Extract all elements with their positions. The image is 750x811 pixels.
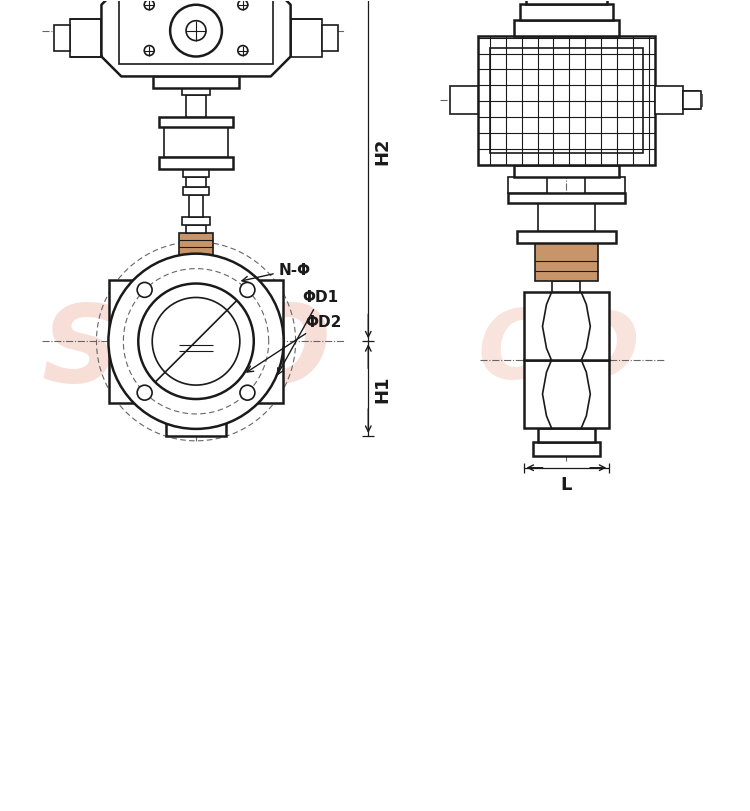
Circle shape [137, 283, 152, 298]
Bar [508, 178, 548, 194]
Bar [183, 187, 209, 195]
Circle shape [144, 1, 154, 11]
Bar [189, 195, 203, 217]
Bar [189, 358, 203, 375]
Bar [683, 92, 699, 110]
Circle shape [186, 22, 206, 41]
Bar [70, 19, 101, 58]
Bar [478, 36, 655, 165]
Bar [182, 89, 210, 97]
Bar [450, 88, 478, 115]
Text: H2: H2 [374, 137, 392, 165]
Bar [119, 0, 273, 66]
Circle shape [238, 1, 248, 11]
Bar [290, 19, 322, 58]
Text: SWO: SWO [41, 299, 331, 405]
Circle shape [137, 386, 152, 401]
Bar [524, 361, 609, 428]
Bar [699, 95, 702, 107]
Circle shape [144, 46, 154, 57]
Circle shape [152, 298, 240, 385]
Bar [535, 243, 598, 281]
Bar [514, 20, 619, 36]
Bar [538, 204, 596, 231]
Bar [166, 423, 226, 436]
Bar [514, 165, 619, 178]
Bar [520, 5, 614, 20]
Bar [186, 332, 206, 340]
Bar [182, 375, 210, 383]
Bar [186, 225, 206, 234]
Bar [186, 97, 206, 118]
Circle shape [170, 6, 222, 58]
Text: ΦD2: ΦD2 [247, 315, 342, 372]
Bar [585, 178, 626, 194]
Circle shape [138, 284, 254, 400]
Bar [691, 95, 694, 107]
Bar [153, 77, 238, 89]
Text: ΦD1: ΦD1 [278, 290, 339, 375]
Bar [526, 0, 608, 5]
Bar [687, 95, 690, 107]
Bar [683, 95, 686, 107]
Circle shape [240, 386, 255, 401]
Bar [683, 92, 700, 110]
Circle shape [238, 46, 248, 57]
Bar [532, 442, 600, 457]
Bar [54, 26, 70, 51]
Bar [183, 169, 209, 178]
Text: OD: OD [478, 306, 641, 398]
Bar [171, 409, 221, 423]
Bar [694, 95, 698, 107]
Circle shape [109, 255, 284, 429]
Bar [179, 340, 213, 358]
Bar [553, 281, 580, 293]
Bar [322, 26, 338, 51]
Bar [508, 194, 626, 204]
Bar [159, 158, 232, 169]
Bar [110, 281, 283, 404]
Bar [655, 88, 683, 115]
Bar [490, 49, 643, 154]
Bar [182, 217, 210, 225]
Circle shape [240, 283, 255, 298]
Bar [189, 262, 203, 281]
Bar [179, 234, 213, 255]
Bar [517, 231, 616, 243]
Bar [186, 178, 206, 187]
Bar [538, 428, 596, 442]
Bar [187, 383, 205, 409]
Bar [524, 293, 609, 361]
Bar [182, 255, 210, 262]
Polygon shape [101, 0, 290, 77]
Bar [164, 128, 228, 158]
Text: L: L [561, 475, 572, 493]
Text: H1: H1 [374, 375, 392, 403]
Bar [159, 118, 232, 128]
Text: N-Φ: N-Φ [242, 262, 310, 283]
